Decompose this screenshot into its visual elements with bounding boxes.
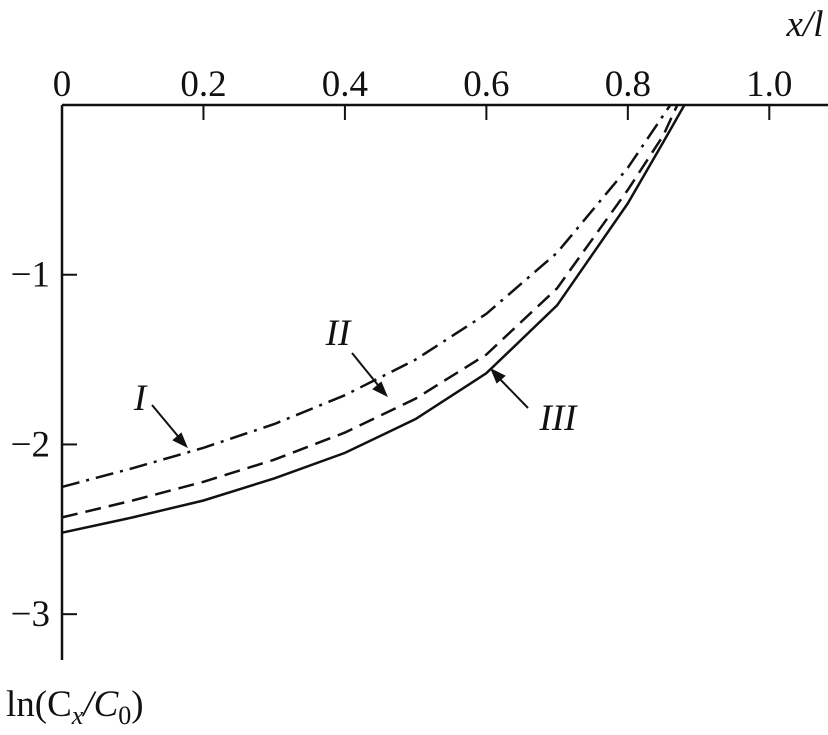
series-line: [61, 104, 686, 534]
arrows: [151, 352, 529, 449]
series-label: I: [133, 378, 148, 419]
arrow: [351, 352, 383, 391]
x-tick-label: 0: [53, 64, 72, 105]
y-label-part: ): [131, 684, 143, 725]
y-axis-label: ln(Cx/C0): [6, 684, 144, 730]
y-tick-label: −2: [11, 424, 50, 465]
x-tick-label: 0.4: [322, 64, 368, 105]
arrow: [495, 374, 529, 409]
x-tick-label: 1.0: [746, 64, 792, 105]
y-tick-label: −3: [11, 594, 50, 635]
arrow: [151, 404, 183, 442]
y-label-part: x: [71, 701, 84, 730]
y-label-part: /C: [81, 684, 119, 725]
y-label-part: 0: [118, 701, 131, 730]
arrow-head: [490, 367, 506, 384]
x-tick-label: 0.2: [180, 64, 226, 105]
series-line: [61, 104, 672, 489]
y-tick-label: −1: [11, 255, 50, 296]
x-axis-label: x/l: [786, 4, 824, 45]
arrow-head: [372, 381, 388, 398]
x-tick-label: 0.8: [605, 64, 651, 105]
y-label-part: ln(C: [6, 684, 72, 725]
series-line: [61, 104, 679, 519]
series-label: II: [325, 313, 352, 354]
x-tick-label: 0.6: [463, 64, 509, 105]
series-label: III: [539, 398, 579, 439]
arrow-head: [172, 432, 188, 449]
